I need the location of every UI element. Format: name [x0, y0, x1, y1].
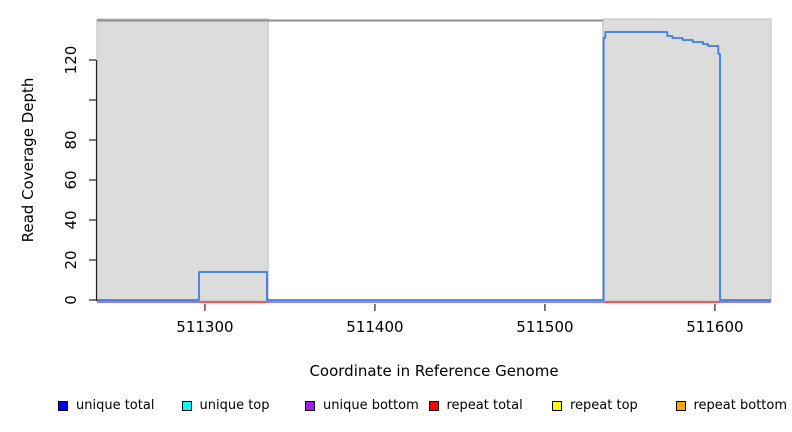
legend-swatch-repeat-total	[428, 400, 439, 411]
legend-swatch-repeat-top	[552, 400, 562, 411]
repeat-region-rect	[96, 18, 269, 302]
y-tick-label: 40	[62, 210, 80, 229]
y-tick-label: 20	[62, 250, 80, 269]
legend-swatch-unique-top	[181, 400, 192, 411]
legend-item-unique-bottom: unique bottom	[305, 398, 419, 413]
coverage-line-unique-total	[97, 31, 771, 301]
y-axis-label: Read Coverage Depth	[19, 77, 37, 243]
legend-item-unique-top: unique top	[181, 398, 270, 413]
legend-label: repeat bottom	[693, 398, 788, 413]
legend: unique total unique top unique bottom repea…	[0, 398, 792, 420]
legend-label: unique total	[76, 398, 155, 413]
repeat-region-rect	[602, 18, 772, 302]
x-tick-label: 511400	[346, 318, 403, 336]
plot-area: 0 20 40 60 80 120 511300 511400 511500 511600	[62, 18, 772, 336]
x-axis-label: Coordinate in Reference Genome	[309, 362, 559, 380]
y-tick-label: 120	[62, 46, 80, 75]
legend-item-repeat-bottom: repeat bottom	[675, 398, 788, 413]
x-tick-label: 511500	[516, 318, 573, 336]
legend-swatch-unique-total	[58, 400, 68, 411]
y-tick-label: 60	[62, 170, 80, 189]
legend-label: unique bottom	[323, 398, 419, 413]
legend-label: repeat top	[570, 398, 638, 413]
y-tick-label: 0	[62, 295, 80, 305]
legend-swatch-unique-bottom	[305, 400, 315, 411]
y-tick-label: 80	[62, 130, 80, 149]
x-tick-label: 511300	[176, 318, 233, 336]
legend-label: repeat total	[446, 398, 523, 413]
legend-item-repeat-total: repeat total	[428, 398, 523, 413]
legend-swatch-repeat-bottom	[675, 400, 686, 411]
legend-item-repeat-top: repeat top	[552, 398, 638, 413]
legend-label: unique top	[199, 398, 270, 413]
x-tick-label: 511600	[686, 318, 743, 336]
legend-item-unique-total: unique total	[58, 398, 154, 413]
